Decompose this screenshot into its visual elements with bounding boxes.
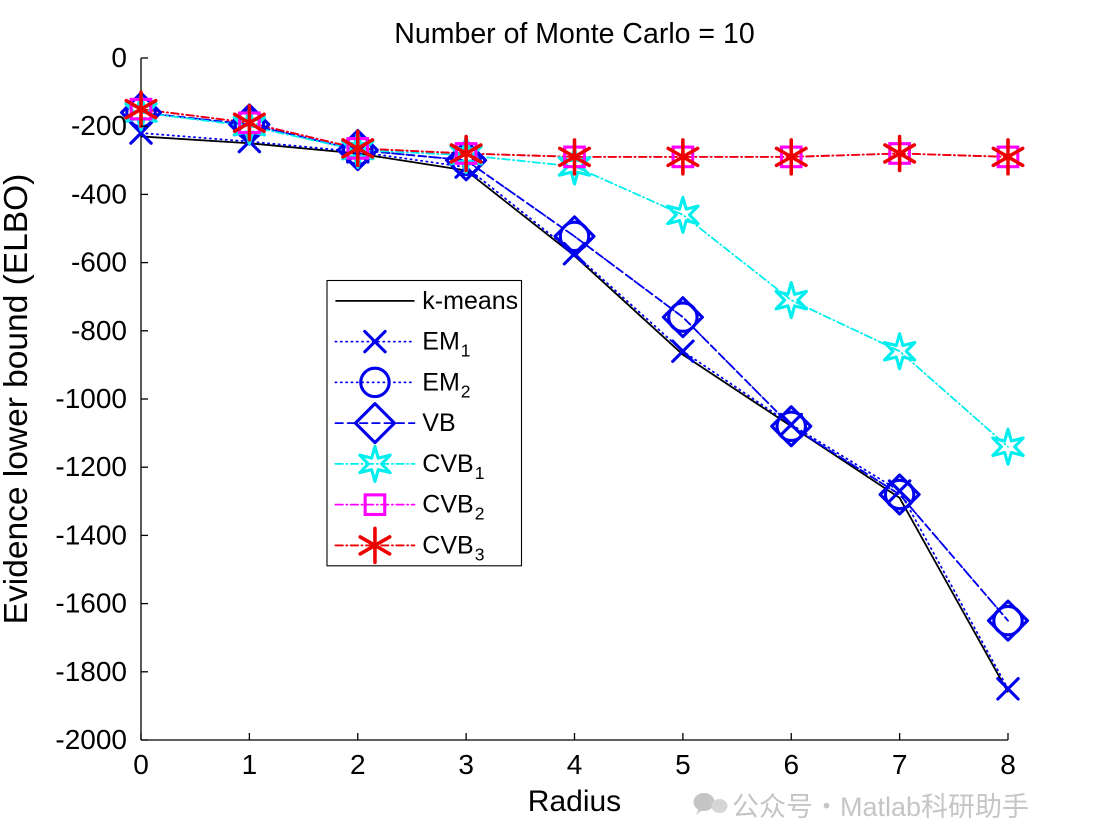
svg-text:3: 3 — [458, 749, 474, 780]
svg-text:6: 6 — [783, 749, 799, 780]
svg-text:-200: -200 — [71, 110, 127, 141]
svg-text:-1800: -1800 — [55, 656, 127, 687]
svg-text:-400: -400 — [71, 178, 127, 209]
svg-text:-2000: -2000 — [55, 724, 127, 755]
svg-text:-1000: -1000 — [55, 383, 127, 414]
svg-text:Evidence lower bound (ELBO): Evidence lower bound (ELBO) — [0, 174, 35, 625]
svg-text:-1600: -1600 — [55, 588, 127, 619]
svg-text:4: 4 — [567, 749, 583, 780]
svg-text:-600: -600 — [71, 247, 127, 278]
svg-text:8: 8 — [1000, 749, 1016, 780]
svg-text:2: 2 — [350, 749, 366, 780]
svg-text:0: 0 — [133, 749, 149, 780]
svg-text:1: 1 — [242, 749, 258, 780]
svg-text:公众号・Matlab科研助手: 公众号・Matlab科研助手 — [732, 792, 1029, 822]
svg-text:k-means: k-means — [422, 287, 518, 315]
svg-text:VB: VB — [422, 409, 455, 437]
svg-text:7: 7 — [892, 749, 908, 780]
svg-text:-800: -800 — [71, 315, 127, 346]
svg-text:-1200: -1200 — [55, 451, 127, 482]
svg-text:Radius: Radius — [528, 785, 621, 818]
svg-text:0: 0 — [111, 42, 127, 73]
svg-text:-1400: -1400 — [55, 519, 127, 550]
svg-text:Number of Monte Carlo = 10: Number of Monte Carlo = 10 — [394, 18, 754, 50]
svg-text:5: 5 — [675, 749, 691, 780]
